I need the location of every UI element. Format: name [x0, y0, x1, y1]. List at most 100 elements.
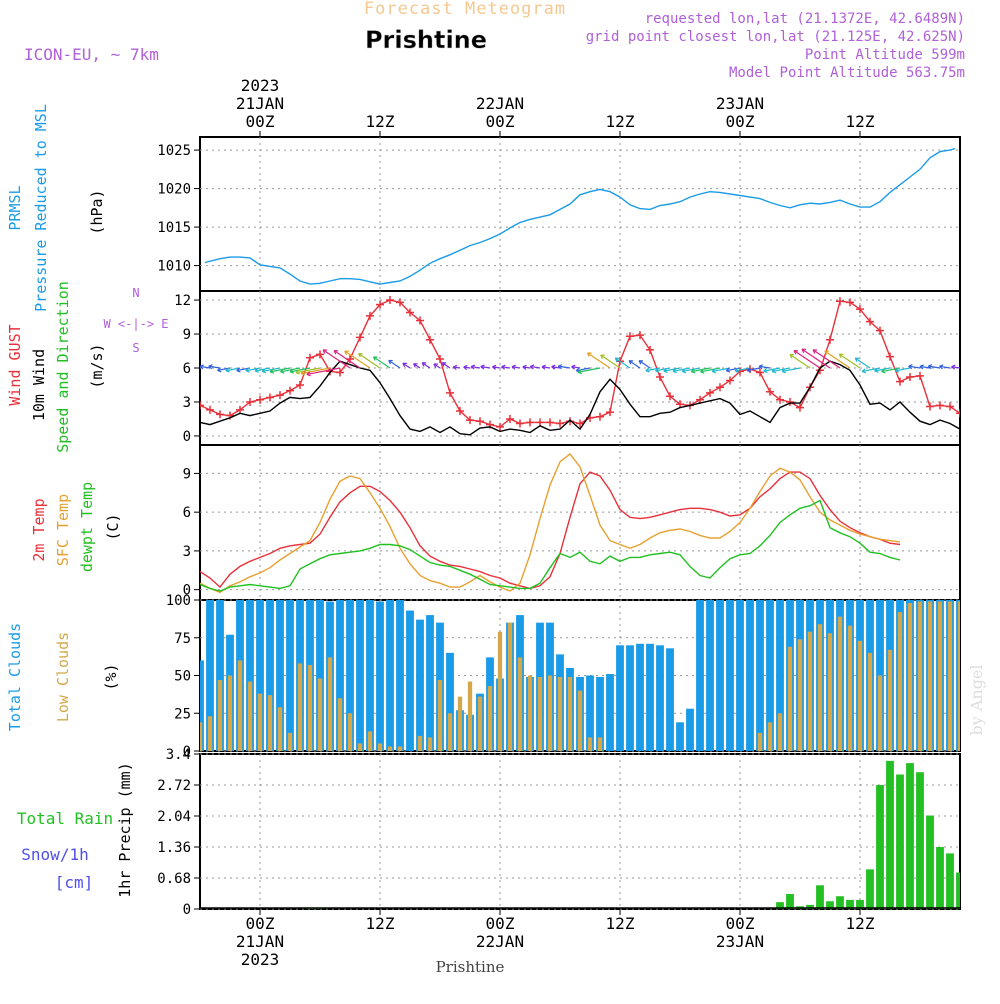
panel-pressure: 1010 1015 1020 1025	[157, 136, 961, 292]
label-dewpt-temp: dewpt Temp	[78, 482, 96, 572]
wind-arrow-head	[245, 367, 250, 373]
low-cloud-bar	[217, 680, 223, 751]
gust-point	[396, 298, 404, 307]
gust-point	[566, 417, 574, 426]
wind-arrow-head	[236, 367, 241, 373]
y-tick-label: 6	[183, 361, 191, 377]
label-low-clouds: Low Clouds	[54, 632, 72, 722]
low-cloud-bar	[907, 603, 913, 751]
wind-arrow	[295, 367, 321, 374]
requested-coords: requested lon,lat (21.1372E, 42.6489N)	[645, 11, 965, 27]
wind-arrow-head	[501, 364, 506, 370]
low-cloud-bar	[817, 624, 823, 751]
plot-area-pressure	[204, 147, 956, 285]
gust-point	[776, 395, 784, 404]
total-cloud-bar	[746, 600, 754, 751]
bottom-axis-label: 22JAN	[476, 932, 524, 951]
wind-arrow	[628, 360, 641, 369]
series-line-sfc-temp	[200, 453, 901, 594]
wind-arrow-head	[927, 364, 933, 370]
wind-arrow-head	[645, 367, 650, 373]
low-cloud-bar	[457, 696, 463, 751]
wind-arrow	[663, 367, 681, 372]
low-cloud-bar	[307, 664, 313, 751]
wind-arrow-head	[344, 350, 349, 355]
gust-point	[916, 371, 924, 380]
total-cloud-bar	[426, 615, 434, 751]
gust-point	[516, 419, 524, 428]
y-tick-label: 0	[183, 429, 191, 445]
wind-arrow	[421, 362, 431, 369]
wind-arrow-head	[571, 364, 576, 370]
wind-arrow	[306, 367, 341, 376]
total-cloud-bar	[206, 600, 214, 751]
total-cloud-bar	[626, 645, 634, 751]
wind-arrow	[289, 367, 311, 373]
rain-bar	[876, 785, 884, 909]
total-cloud-bar	[686, 708, 694, 751]
total-cloud-bar	[756, 600, 764, 751]
gust-point	[626, 332, 634, 341]
y-tick-label: 0	[183, 744, 191, 760]
rain-bar	[776, 902, 784, 909]
gust-point	[766, 387, 774, 396]
wind-arrow	[576, 367, 591, 372]
wind-arrow-head	[746, 367, 752, 373]
gust-point	[206, 405, 214, 414]
gust-point	[716, 383, 724, 392]
total-cloud-bar	[406, 610, 414, 751]
gust-point	[946, 402, 954, 411]
low-cloud-bar	[917, 601, 923, 751]
gust-point	[926, 402, 934, 411]
gust-point	[596, 412, 604, 421]
label-speed-direction: Speed and Direction	[54, 281, 72, 453]
wind-arrow-head	[824, 350, 829, 355]
wind-arrow-head	[681, 368, 687, 374]
total-cloud-bar	[726, 600, 734, 751]
wind-arrow-head	[700, 368, 705, 374]
gust-point	[436, 354, 444, 363]
low-cloud-bar	[597, 737, 603, 751]
panel-temp: 0 3 6 9	[183, 444, 961, 601]
super-title: Forecast Meteogram	[364, 0, 566, 19]
gust-point	[826, 335, 834, 344]
total-cloud-bar	[776, 600, 784, 751]
gust-point	[786, 397, 794, 406]
x-axis-label: Prishtine	[436, 958, 505, 976]
total-cloud-bar	[396, 600, 404, 751]
gust-point	[276, 391, 284, 400]
wind-arrow-head	[289, 368, 295, 374]
low-cloud-bar	[857, 640, 863, 751]
wind-arrow	[262, 367, 281, 373]
panel-clouds: 0 25 50 75 100	[166, 593, 961, 760]
wind-arrow	[801, 348, 831, 369]
wind-arrow-head	[300, 370, 305, 376]
gust-point	[796, 403, 804, 412]
total-cloud-bar	[766, 600, 774, 751]
low-cloud-bar	[547, 675, 553, 751]
y-tick-label: 1.36	[157, 840, 191, 856]
wind-arrow-head	[208, 364, 213, 370]
gust-point	[936, 401, 944, 410]
wind-arrow-head	[372, 356, 378, 361]
gust-point	[286, 386, 294, 395]
total-cloud-bar	[286, 600, 294, 751]
wind-arrow	[682, 367, 701, 373]
y-tick-label: 75	[174, 631, 191, 647]
total-cloud-bar	[336, 600, 344, 751]
wind-arrow	[587, 352, 611, 369]
low-cloud-bar	[227, 675, 233, 751]
gust-point	[876, 326, 884, 335]
gust-point	[896, 377, 904, 386]
low-cloud-bar	[207, 716, 213, 751]
y-tick-label: 2.72	[157, 778, 191, 794]
gust-point	[376, 300, 384, 309]
y-tick-label: 1025	[157, 143, 191, 159]
low-cloud-bar	[837, 616, 843, 751]
y-tick-label: 25	[174, 706, 191, 722]
total-cloud-bar	[216, 600, 224, 751]
wind-arrow-head	[895, 367, 900, 373]
low-cloud-bar	[267, 695, 273, 751]
wind-arrow-head	[734, 367, 740, 373]
total-cloud-bar	[246, 600, 254, 751]
